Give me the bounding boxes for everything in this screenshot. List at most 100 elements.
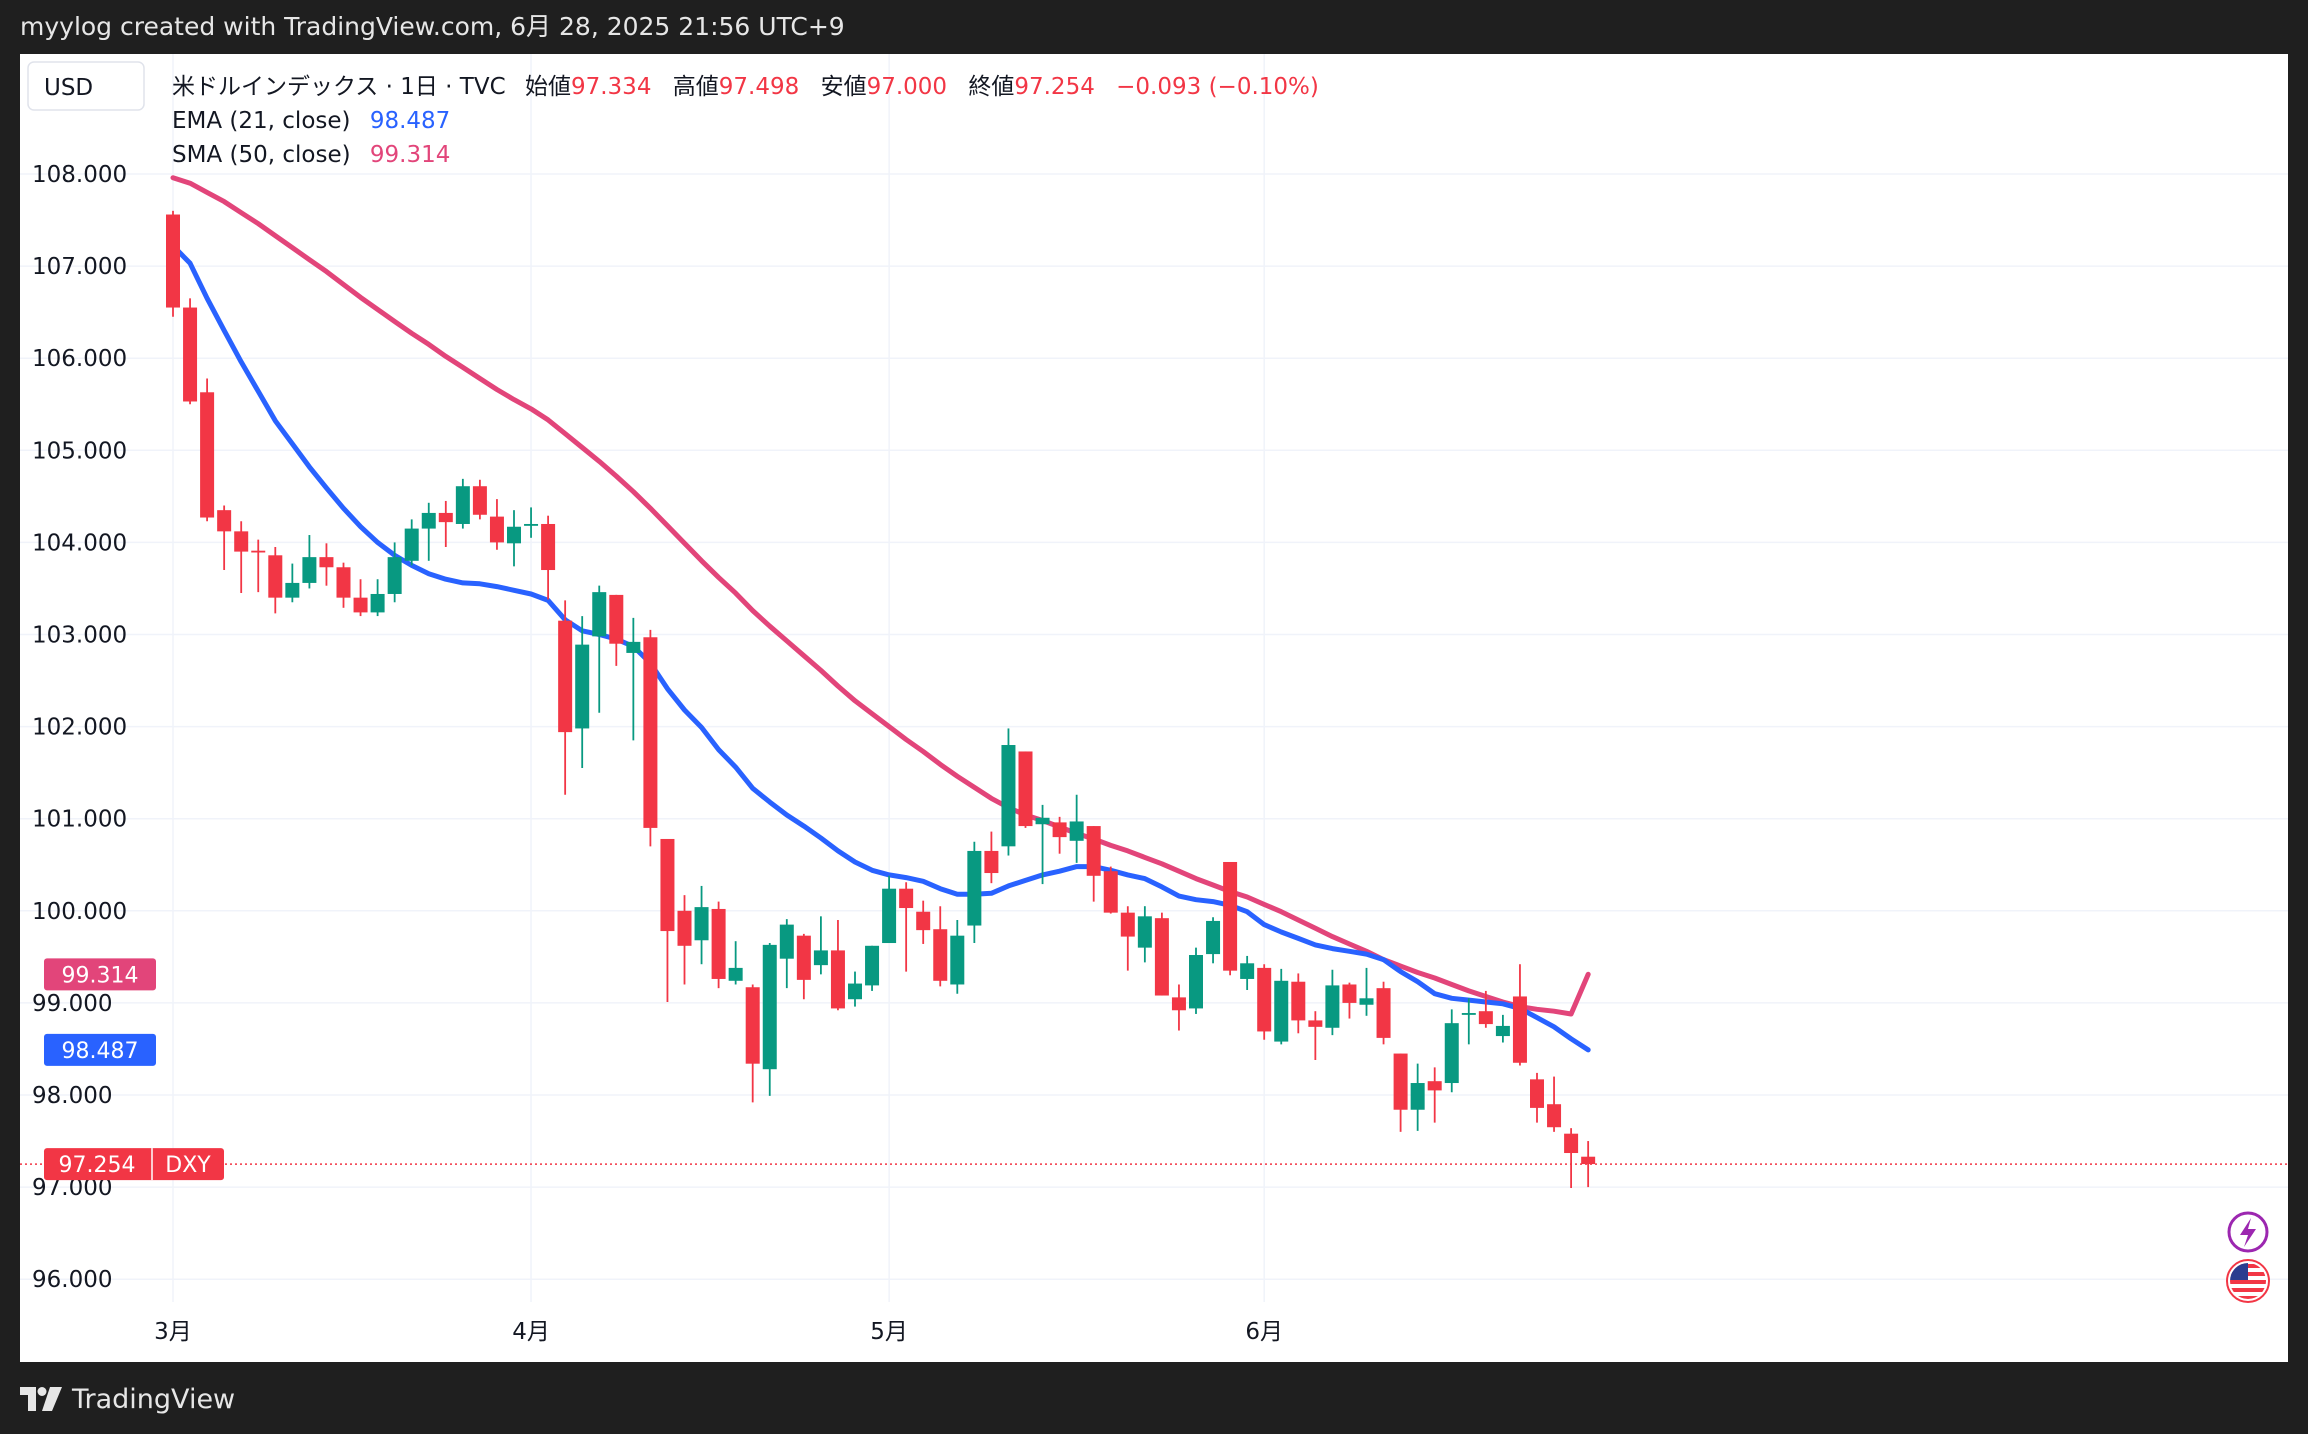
candle-body xyxy=(575,644,590,729)
candle xyxy=(438,500,453,548)
candle xyxy=(865,945,880,991)
candle xyxy=(387,542,402,603)
candle-body xyxy=(1581,1156,1596,1165)
candle xyxy=(916,900,931,944)
candle xyxy=(1069,794,1084,863)
sma-price-badge: 99.314 xyxy=(44,958,156,991)
candle-body xyxy=(1325,985,1340,1028)
candle xyxy=(1240,955,1255,991)
candle xyxy=(1530,1072,1544,1123)
candle-body xyxy=(882,888,897,944)
last-price-badge: 97.254 DXY xyxy=(44,1148,224,1181)
grid-lines xyxy=(20,54,2288,1302)
candle xyxy=(302,535,317,589)
candle xyxy=(984,831,999,884)
candle xyxy=(1581,1141,1596,1188)
candle xyxy=(1001,728,1016,856)
candle-body xyxy=(1035,817,1050,825)
candle xyxy=(1393,1053,1408,1132)
candle-body xyxy=(268,555,283,598)
candle xyxy=(1564,1128,1579,1189)
sma-line-layer xyxy=(170,175,1591,1017)
candle-body xyxy=(336,567,351,598)
high-label: 高値 xyxy=(673,74,719,100)
candle xyxy=(285,563,300,603)
candle-body xyxy=(285,582,300,598)
candle xyxy=(234,521,249,594)
candle-body xyxy=(1291,981,1306,1021)
candle xyxy=(1137,906,1152,963)
candle-body xyxy=(455,486,470,524)
ema-line-layer xyxy=(170,243,1591,1053)
candle-body xyxy=(779,924,794,959)
header-bar: myylog created with TradingView.com, 6月 … xyxy=(0,0,2308,54)
candle-body xyxy=(1530,1079,1544,1108)
sma-badge-text: 99.314 xyxy=(62,963,139,988)
candle-body xyxy=(1342,984,1357,1003)
candle xyxy=(1547,1076,1562,1132)
currency-button[interactable]: USD xyxy=(27,61,145,111)
candle xyxy=(1223,861,1238,976)
candle-body xyxy=(421,512,436,529)
candle xyxy=(694,885,709,965)
candles-layer xyxy=(166,210,1596,1189)
candle xyxy=(1359,967,1374,1016)
candle-body xyxy=(1052,822,1067,838)
candle xyxy=(1103,866,1118,914)
candle-body xyxy=(1512,996,1527,1063)
candle xyxy=(626,617,641,741)
candle-body xyxy=(1359,998,1374,1005)
candle xyxy=(848,971,862,1007)
candle xyxy=(183,298,198,405)
candle-body xyxy=(1206,920,1221,955)
candle-body xyxy=(1308,1020,1323,1027)
candle xyxy=(1274,968,1289,1045)
candle-body xyxy=(1189,955,1203,1009)
ohlc-legend: 米ドルインデックス · 1日 · TVC 始値97.334 高値97.498 安… xyxy=(172,74,1319,168)
candle-body xyxy=(933,929,948,981)
candle xyxy=(796,933,811,1000)
candle-body xyxy=(1171,997,1186,1011)
candle xyxy=(779,919,794,989)
x-tick-label: 5月 xyxy=(870,1319,908,1345)
sma-legend-value: 99.314 xyxy=(370,142,450,168)
candle-body xyxy=(1461,1013,1476,1015)
candle-body xyxy=(830,950,845,1009)
candle-body xyxy=(1547,1104,1562,1128)
candle xyxy=(882,875,897,944)
y-tick-label: 102.000 xyxy=(32,715,127,741)
candle-body xyxy=(404,528,419,561)
y-tick-label: 105.000 xyxy=(32,438,127,464)
candle xyxy=(404,519,419,566)
ema-line xyxy=(170,243,1591,1053)
candle-body xyxy=(251,550,266,553)
candle xyxy=(1444,1009,1459,1093)
candle-body xyxy=(984,850,999,874)
candle xyxy=(575,616,590,769)
candle xyxy=(677,895,692,985)
svg-text:米ドルインデックス · 1日 · TVC 始: 米ドルインデックス · 1日 · TVC 始値97.334 高値97.498 安… xyxy=(172,74,1319,100)
candle xyxy=(1120,906,1135,971)
currency-label: USD xyxy=(44,75,93,101)
candle xyxy=(1325,969,1340,1036)
us-flag-icon[interactable] xyxy=(2226,1259,2270,1303)
chart-panel[interactable]: 108.000 107.000 106.000 105.000 104.000 103.0… xyxy=(20,54,2288,1362)
sma-legend-label: SMA (50, close) xyxy=(172,142,351,168)
candlestick-chart[interactable]: 108.000 107.000 106.000 105.000 104.000 103.0… xyxy=(20,54,2288,1362)
candle xyxy=(1461,998,1476,1045)
candle xyxy=(1171,984,1186,1031)
candle xyxy=(899,882,914,972)
candle xyxy=(728,941,743,985)
candle-body xyxy=(762,944,777,1070)
candle-body xyxy=(899,888,914,909)
candle xyxy=(251,539,266,593)
candle xyxy=(1291,973,1306,1034)
lightning-icon[interactable] xyxy=(2227,1211,2269,1253)
candle-body xyxy=(507,526,521,544)
tradingview-logo[interactable]: TradingView xyxy=(20,1384,235,1415)
candle-body xyxy=(1103,871,1118,913)
candle-body xyxy=(626,641,641,653)
candle xyxy=(1086,826,1101,902)
candle xyxy=(1189,947,1203,1014)
ema-legend-label: EMA (21, close) xyxy=(172,108,351,134)
